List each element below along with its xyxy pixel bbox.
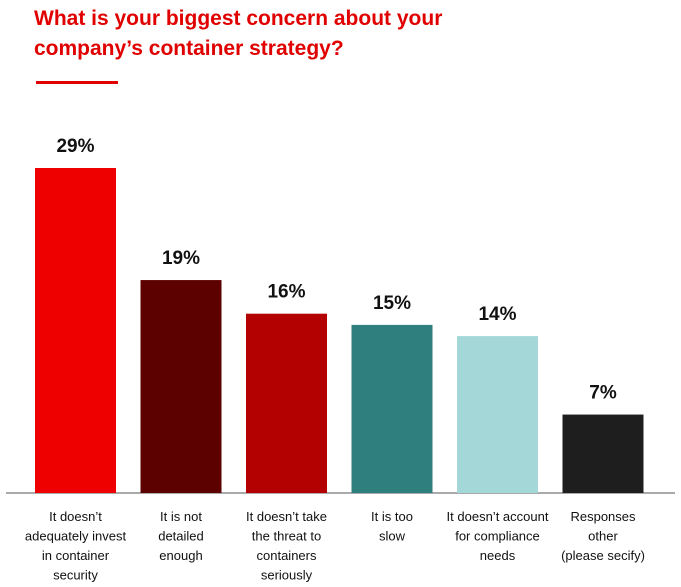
bar-value-label-3: 16% bbox=[267, 282, 305, 303]
bar-5 bbox=[457, 336, 538, 493]
category-label-5-line-1: It doesn’t account bbox=[447, 509, 549, 524]
category-label-5: It doesn’t account for compliance needs bbox=[447, 509, 549, 563]
bar-2 bbox=[140, 280, 222, 493]
chart-title-line-1: What is your biggest concern about your bbox=[34, 7, 443, 30]
category-label-3-line-2: the threat to bbox=[252, 529, 321, 544]
category-label-4: It is too slow bbox=[371, 509, 413, 544]
bar-value-label-5: 14% bbox=[478, 304, 516, 325]
category-label-3-line-1: It doesn’t take bbox=[246, 509, 327, 524]
chart-title: What is your biggest concern about your … bbox=[34, 4, 654, 64]
category-label-1-line-3: in container bbox=[42, 548, 110, 563]
category-label-3-line-4: seriously bbox=[261, 568, 313, 583]
bar-4 bbox=[351, 324, 433, 493]
category-label-5-line-2: for compliance bbox=[455, 529, 540, 544]
category-label-1-line-1: It doesn’t bbox=[49, 509, 102, 524]
category-label-6: Responses other (please secify) bbox=[561, 509, 645, 563]
category-label-6-line-1: Responses bbox=[570, 509, 636, 524]
category-label-2-line-1: It is not bbox=[160, 509, 202, 524]
bar-1 bbox=[35, 168, 116, 493]
title-accent-rule bbox=[36, 81, 118, 84]
category-label-1: It doesn’t adequately invest in container s… bbox=[25, 509, 127, 583]
bar-value-label-2: 19% bbox=[162, 248, 200, 269]
category-label-2: It is not detailed enough bbox=[158, 509, 204, 563]
bar-value-label-1: 29% bbox=[56, 136, 94, 157]
bar-value-label-4: 15% bbox=[373, 293, 411, 314]
category-label-3: It doesn’t take the threat to containers se… bbox=[246, 509, 327, 583]
category-label-6-line-2: other bbox=[588, 529, 618, 544]
category-label-6-line-3: (please secify) bbox=[561, 548, 645, 563]
chart-title-line-2: company’s container strategy? bbox=[34, 37, 344, 60]
bar-value-label-6: 7% bbox=[589, 383, 617, 404]
bar-3 bbox=[246, 313, 327, 493]
category-label-4-line-1: It is too bbox=[371, 509, 413, 524]
category-label-1-line-2: adequately invest bbox=[25, 529, 127, 544]
category-label-2-line-2: detailed bbox=[158, 529, 204, 544]
category-label-2-line-3: enough bbox=[159, 548, 202, 563]
category-label-4-line-2: slow bbox=[379, 529, 406, 544]
category-label-3-line-3: containers bbox=[257, 548, 317, 563]
category-label-5-line-3: needs bbox=[480, 548, 516, 563]
category-label-1-line-4: security bbox=[53, 568, 98, 583]
bar-6 bbox=[562, 414, 644, 493]
